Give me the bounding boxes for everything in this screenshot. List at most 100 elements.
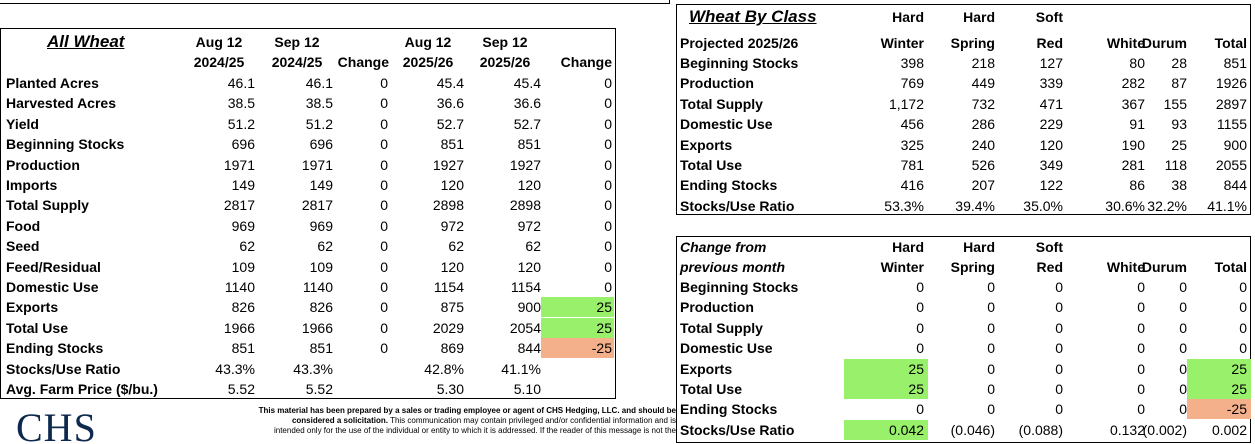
all-wheat-cell: 826	[231, 299, 255, 316]
all-wheat-cell: 2054	[509, 319, 541, 336]
by_class-header-2: Soft	[1035, 9, 1063, 25]
by_class-cell: 526	[971, 157, 995, 173]
all-wheat-cell: 1971	[223, 156, 255, 173]
all-wheat-cell: 0	[380, 340, 388, 357]
by_class-cell: 1926	[1215, 75, 1247, 92]
all-wheat-cell: 25	[541, 317, 614, 338]
all-wheat-cell: 1966	[223, 319, 255, 336]
all-wheat-cell: 0	[604, 238, 612, 255]
disclaimer-line-2-bold: considered a solicitation.	[291, 416, 388, 425]
all-wheat-cell: 0	[380, 115, 388, 132]
all-wheat-cell: 120	[517, 258, 541, 275]
change-cell: 25	[844, 379, 928, 399]
change-cell: 0	[987, 360, 995, 377]
all-wheat-row-label: Production	[6, 156, 80, 173]
all-wheat-cell: 42.8%	[424, 360, 464, 377]
all-wheat-cell: 0	[604, 217, 612, 234]
all-wheat-row-label: Food	[6, 217, 41, 234]
all-wheat-cell: -25	[541, 338, 614, 359]
change-header-0: Hard	[892, 239, 924, 255]
by_class-cell: 218	[971, 55, 995, 71]
wheat-by-class-subtitle: Projected 2025/26	[680, 35, 799, 51]
all-wheat-cell: 109	[231, 258, 255, 275]
all-wheat-cell: 36.6	[436, 95, 464, 112]
all-wheat-header-4: Sep 12	[482, 34, 528, 50]
change-cell: 0	[987, 401, 995, 418]
all-wheat-cell: 0	[380, 319, 388, 336]
by_class-cell: 53.3%	[884, 197, 924, 214]
all-wheat-cell: 0	[380, 238, 388, 255]
all-wheat-cell: 0	[380, 197, 388, 214]
all-wheat-cell: 969	[231, 217, 255, 234]
by_class-cell: 1155	[1216, 116, 1247, 133]
wheat-by-class-title: Wheat By Class	[689, 7, 817, 26]
change-cell: (0.088)	[1018, 421, 1063, 438]
all-wheat-cell: 38.5	[305, 95, 333, 112]
all-wheat-cell: 2898	[432, 197, 464, 214]
by_class-row-label: Stocks/Use Ratio	[680, 197, 795, 214]
all-wheat-cell: 0	[604, 177, 612, 193]
all-wheat-cell: 972	[517, 217, 541, 234]
all-wheat-cell	[358, 359, 388, 379]
all-wheat-cell: 46.1	[227, 75, 255, 91]
by_class-cell: 127	[1039, 55, 1063, 71]
by_class-cell: 32.2%	[1147, 197, 1187, 214]
by_class-row-label: Exports	[680, 136, 733, 153]
all-wheat-cell: 51.2	[227, 115, 255, 132]
by_class-cell: 91	[1129, 116, 1145, 133]
disclaimer-line-2-rest: This communication may contain privilege…	[387, 416, 676, 425]
disclaimer: This material has been prepared by a sal…	[198, 406, 676, 436]
change-cell: 0	[916, 279, 924, 295]
all-wheat-cell: 0	[380, 279, 388, 295]
change-subheader-4: Durum	[1141, 259, 1187, 275]
change-cell: 0	[1179, 360, 1187, 377]
all-wheat-cell: 43.3%	[215, 360, 255, 377]
by_class-cell: 2897	[1215, 95, 1247, 112]
by_class-cell: 732	[971, 95, 995, 112]
all-wheat-row-label: Feed/Residual	[6, 258, 101, 275]
change-row-label: Production	[680, 299, 754, 316]
all-wheat-cell: 5.10	[513, 381, 541, 397]
all-wheat-cell: 696	[231, 136, 255, 153]
chs-logo: CHS	[14, 404, 100, 444]
all-wheat-cell: 43.3%	[293, 360, 333, 377]
by_class-cell: 286	[971, 116, 995, 133]
by_class-subheader-2: Red	[1036, 35, 1063, 51]
all-wheat-cell: 36.6	[513, 95, 541, 112]
all-wheat-cell	[541, 379, 614, 399]
by_class-cell: 471	[1039, 95, 1063, 112]
by_class-subheader-3: White	[1106, 35, 1145, 51]
by_class-cell: 122	[1039, 177, 1063, 194]
all-wheat-cell: 62	[239, 238, 255, 255]
change-cell: 0	[916, 319, 924, 336]
all-wheat-cell: 0	[380, 136, 388, 153]
change-cell: 0	[1137, 360, 1145, 377]
by_class-cell: 120	[1039, 136, 1063, 153]
all-wheat-cell: 869	[440, 340, 464, 357]
all-wheat-cell: 0	[380, 75, 388, 91]
by_class-cell: 781	[900, 157, 924, 173]
by_class-cell: 900	[1223, 136, 1247, 153]
by_class-cell: 281	[1121, 157, 1145, 173]
change-row-label: Ending Stocks	[680, 401, 778, 418]
all-wheat-cell: 52.7	[436, 115, 464, 132]
change-row-label: Beginning Stocks	[680, 279, 799, 295]
all-wheat-cell: 0	[380, 177, 388, 193]
by_class-header-1: Hard	[963, 9, 995, 25]
change-cell: 0	[987, 319, 995, 336]
all-wheat-cell: 2898	[509, 197, 541, 214]
all-wheat-cell: 0	[380, 156, 388, 173]
by_class-subheader-5: Total	[1214, 35, 1247, 51]
by_class-row-label: Total Use	[680, 157, 742, 173]
all-wheat-cell: 851	[231, 340, 255, 357]
by_class-row-label: Total Supply	[680, 95, 763, 112]
change-cell: 0	[1179, 319, 1187, 336]
by_class-row-label: Domestic Use	[680, 116, 773, 133]
all-wheat-cell: 875	[440, 299, 464, 316]
change-cell: 0	[1055, 279, 1063, 295]
all-wheat-cell: 0	[604, 279, 612, 295]
change-table: Change from previous month Hard Hard Soft W…	[676, 236, 1251, 443]
change-cell: 0.002	[1211, 421, 1247, 438]
all-wheat-header-0: Aug 12	[195, 34, 243, 50]
change-cell: 0	[1055, 360, 1063, 377]
